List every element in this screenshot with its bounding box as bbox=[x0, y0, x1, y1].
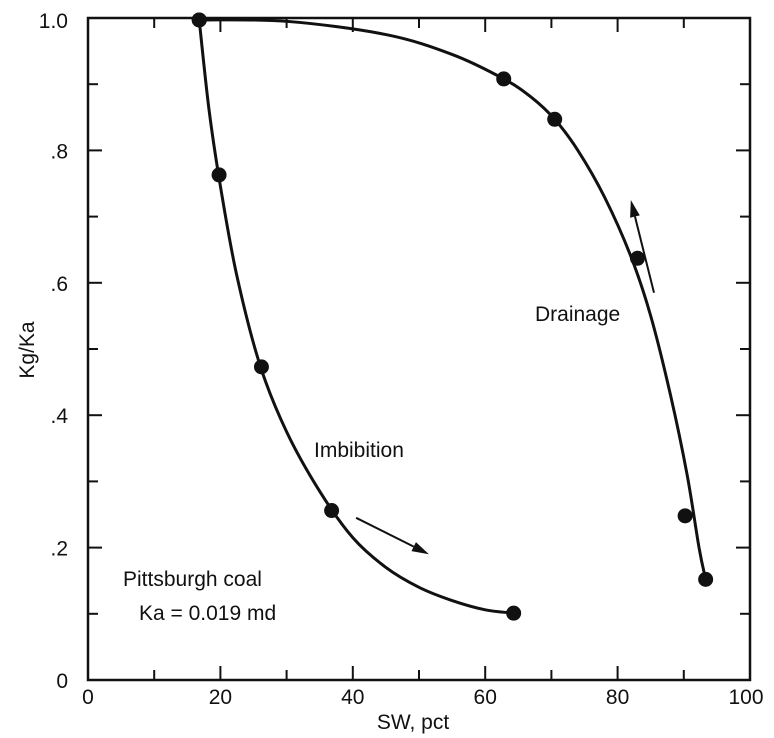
y-tick-label: .4 bbox=[50, 405, 68, 428]
drainage-data-point bbox=[496, 71, 512, 87]
x-tick-label: 40 bbox=[341, 686, 364, 709]
drainage-data-point bbox=[191, 12, 207, 28]
direction-arrows bbox=[355, 200, 655, 555]
drainage-data-point bbox=[698, 571, 714, 587]
x-tick-label: 80 bbox=[606, 686, 629, 709]
x-tick-label: 20 bbox=[209, 686, 232, 709]
imbibition-data-point bbox=[506, 605, 522, 621]
imbibition-data-point bbox=[253, 359, 269, 375]
imbibition-data-point bbox=[211, 167, 227, 183]
y-tick-label: .8 bbox=[50, 140, 68, 163]
x-axis-title: SW, pct bbox=[377, 711, 450, 734]
imbibition-curve bbox=[197, 18, 516, 615]
ka-label: Ka = 0.019 md bbox=[139, 602, 276, 625]
drainage-curve bbox=[197, 18, 708, 581]
drainage-arrow-head bbox=[630, 200, 640, 218]
drainage-label: Drainage bbox=[535, 303, 620, 326]
y-tick-label: .6 bbox=[50, 273, 68, 296]
y-tick-label: .2 bbox=[50, 538, 68, 561]
x-tick-label: 100 bbox=[728, 686, 763, 709]
imbibition-arrow-head bbox=[411, 542, 429, 555]
drainage-data-point bbox=[629, 250, 645, 266]
y-tick-label: 0 bbox=[56, 670, 68, 693]
drainage-data-point bbox=[677, 508, 693, 524]
y-tick-label: 1.0 bbox=[39, 10, 68, 33]
drainage-data-point bbox=[547, 111, 563, 127]
data-points bbox=[191, 12, 714, 621]
imbibition-arrow-shaft bbox=[355, 516, 415, 548]
curves bbox=[197, 18, 708, 615]
x-tick-label: 0 bbox=[82, 686, 94, 709]
coal-label: Pittsburgh coal bbox=[123, 568, 262, 591]
imbibition-label: Imbibition bbox=[314, 439, 404, 462]
y-axis-title: Kg/Ka bbox=[16, 321, 39, 379]
tick-labels: 0 20 40 60 80 100 0 .2 .4 .6 .8 1.0 bbox=[39, 10, 764, 709]
imbibition-data-point bbox=[324, 503, 340, 519]
drainage-arrow-shaft bbox=[633, 216, 655, 293]
x-tick-label: 60 bbox=[474, 686, 497, 709]
